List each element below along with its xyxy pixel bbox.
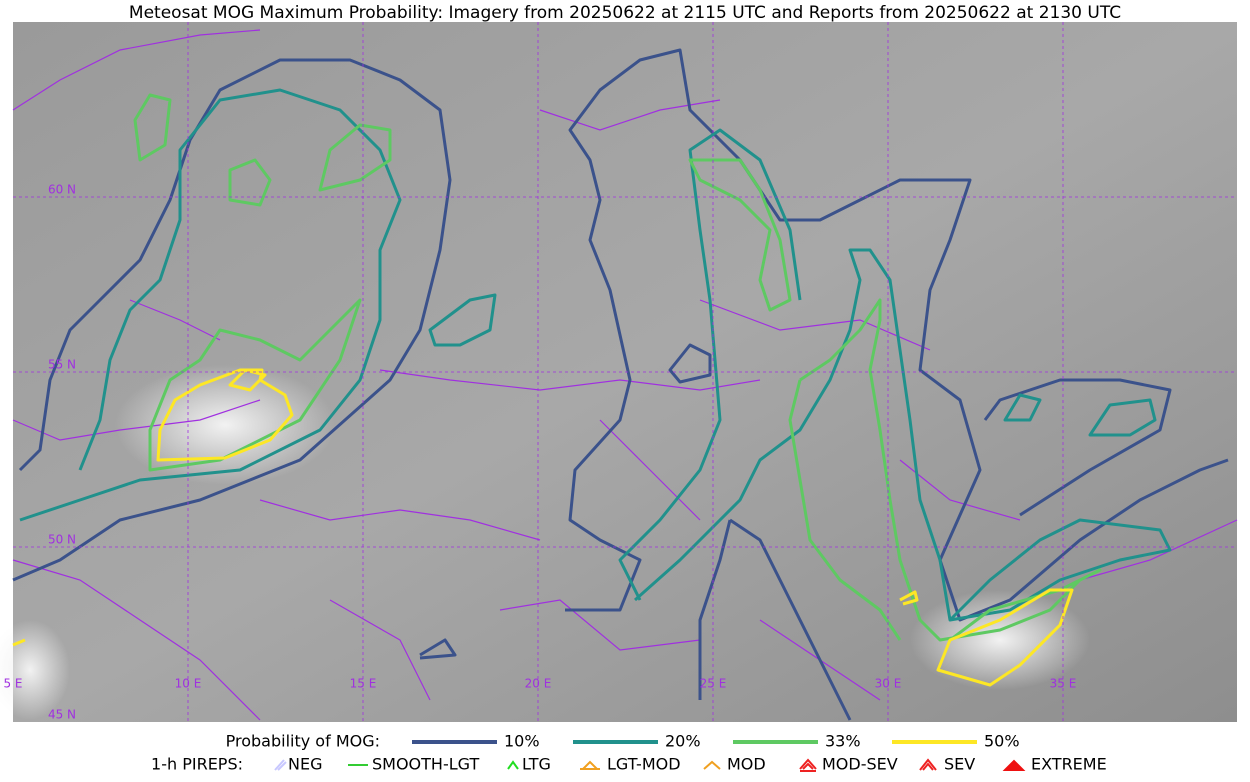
legend-label: 1-h PIREPS: — [151, 755, 243, 774]
cloud — [115, 365, 335, 485]
lon-label: 15 E — [350, 677, 377, 691]
legend-icon — [274, 759, 287, 771]
legend-label: Probability of MOG: — [226, 732, 380, 751]
legend-text: MOD — [727, 755, 766, 774]
contours — [12, 48, 1229, 721]
map: 5 E 10 E 15 E 20 E 25 E 30 E 35 E 60 N 55 N 50 N 4… — [0, 22, 1238, 722]
lon-label: 25 E — [700, 677, 727, 691]
lon-label: 10 E — [175, 677, 202, 691]
lat-label: 50 N — [48, 533, 76, 547]
legend-icon — [919, 758, 937, 771]
legend-text: LGT-MOD — [607, 755, 681, 774]
legend-text: LTG — [522, 755, 551, 774]
lat-label: 55 N — [48, 358, 76, 372]
lon-label: 35 E — [1050, 677, 1077, 691]
legend-text: SMOOTH-LGT — [372, 755, 479, 774]
lat-label: 45 N — [48, 708, 76, 722]
legend-text: SEV — [944, 755, 975, 774]
legend-icon — [703, 760, 721, 770]
lon-label: 20 E — [525, 677, 552, 691]
legend-text: NEG — [288, 755, 322, 774]
lon-label: 5 E — [3, 677, 22, 691]
legend-icon — [799, 758, 817, 772]
legend-icon — [1002, 759, 1026, 771]
legend-text: 33% — [825, 732, 861, 751]
legend-text: 10% — [504, 732, 540, 751]
lat-label: 60 N — [48, 183, 76, 197]
legend-text: 20% — [665, 732, 701, 751]
legend-text: 50% — [984, 732, 1020, 751]
legend-text: MOD-SEV — [822, 755, 898, 774]
cloud — [0, 620, 70, 720]
legend-icon — [507, 760, 519, 770]
legend-icon — [580, 760, 600, 770]
title: Meteosat MOG Maximum Probability: Imager… — [129, 3, 1121, 23]
lon-label: 30 E — [875, 677, 902, 691]
legend-text: EXTREME — [1031, 755, 1107, 774]
